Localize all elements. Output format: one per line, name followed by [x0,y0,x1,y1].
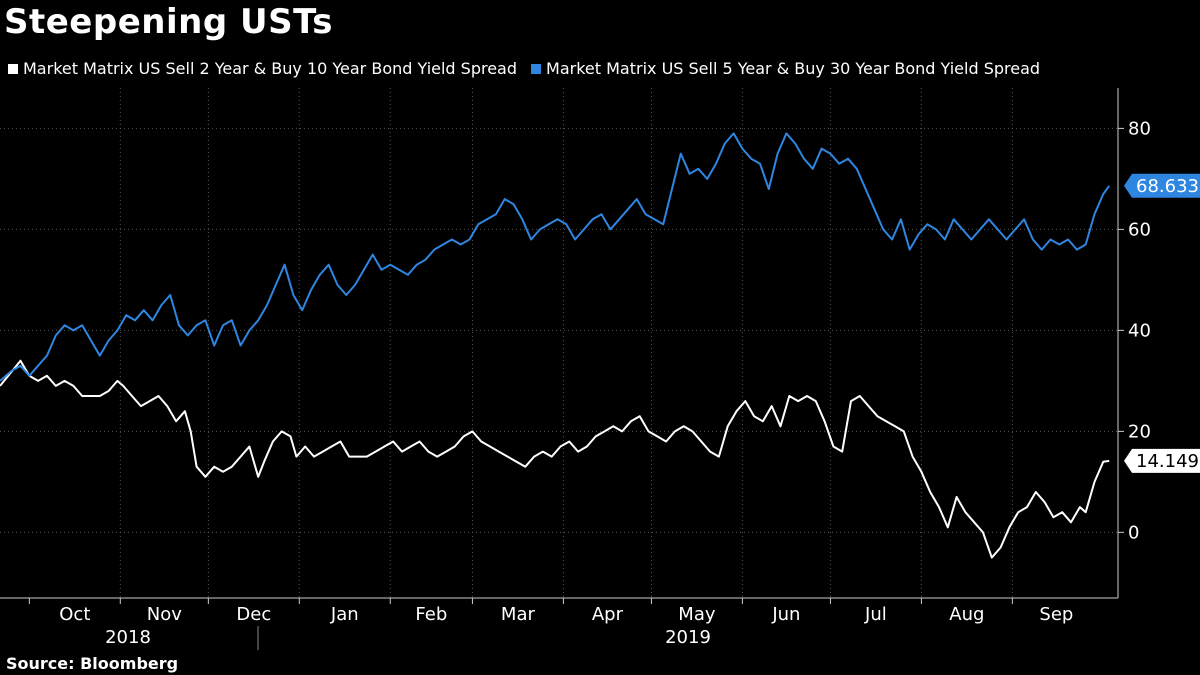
x-tick-label: Aug [949,604,984,625]
year-label-2019: 2019 [665,627,711,648]
series-line-2s10s [0,359,1110,559]
series-line-5s30s [0,132,1111,382]
x-tick-label: Apr [592,604,624,625]
y-tick-label: 40 [1128,320,1151,341]
y-tick-label: 0 [1128,522,1139,543]
legend-item-5s30s: Market Matrix US Sell 5 Year & Buy 30 Ye… [531,59,1040,78]
last-value-label-2s10s: 14.149 [1136,451,1199,472]
x-tick-label: Mar [501,604,536,625]
last-value-tag-2s10s [1124,448,1200,473]
legend-label-2s10s: Market Matrix US Sell 2 Year & Buy 10 Ye… [23,59,518,78]
legend: Market Matrix US Sell 2 Year & Buy 10 Ye… [8,59,1040,78]
y-tick-label: 20 [1128,421,1151,442]
x-tick-label: May [678,604,716,625]
y-tick-label: 80 [1128,118,1151,139]
y-tick-label: 60 [1128,219,1151,240]
x-tick-label: Nov [147,604,182,625]
x-tick-label: Jan [330,604,359,625]
x-tick-label: Jun [771,604,800,625]
legend-label-5s30s: Market Matrix US Sell 5 Year & Buy 30 Ye… [546,59,1041,78]
source-note: Source: Bloomberg [6,654,179,673]
legend-swatch-blue [531,63,542,74]
legend-swatch-white [8,63,18,74]
last-value-label-5s30s: 68.633 [1136,176,1199,197]
legend-item-2s10s: Market Matrix US Sell 2 Year & Buy 10 Ye… [8,59,517,78]
x-tick-label: Jul [864,604,887,625]
x-tick-label: Sep [1039,604,1073,625]
x-tick-label: Dec [236,604,271,625]
x-tick-label: Feb [415,604,447,625]
last-value-tag-5s30s [1124,173,1200,198]
x-tick-label: Oct [59,604,90,625]
year-label-2018: 2018 [105,627,151,648]
chart-title: Steepening USTs [4,2,334,42]
